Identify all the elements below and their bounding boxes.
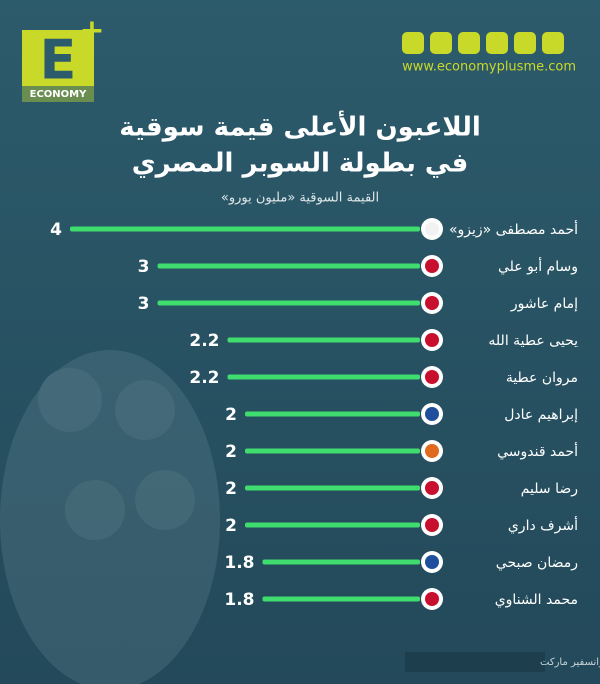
club-badge-inner [425,222,439,236]
bar [245,522,420,528]
value-label: 2.2 [189,368,219,388]
logo-band [22,86,94,102]
subtitle: القيمة السوقية «مليون يورو» [221,191,379,206]
category-label: أحمد قندوسي [497,442,578,460]
club-badge-inner [425,333,439,347]
website: www.economyplusme.com [402,60,576,75]
club-badge-inner [425,481,439,495]
category-label: أحمد مصطفى «زيزو» [449,220,578,238]
value-label: 3 [138,294,150,314]
value-label: 2 [225,405,237,425]
value-label: 2.2 [189,331,219,351]
category-label: مروان عطية [506,370,578,386]
category-label: إبراهيم عادل [504,407,578,423]
value-label: 2 [225,516,237,536]
logo-plus: + [79,14,104,49]
value-label: 1.8 [224,553,254,573]
category-label: وسام أبو علي [498,257,578,275]
category-label: رمضان صبحي [496,555,578,571]
category-label: رضا سليم [521,481,578,497]
logo-name: ECONOMY [30,89,87,100]
logo-letter: E [40,29,77,92]
value-label: 4 [50,220,62,240]
bar [262,596,420,602]
category-label: محمد الشناوي [495,592,578,608]
source-box [405,652,545,672]
bar [227,374,420,380]
bar [70,226,420,232]
value-label: 3 [138,257,150,277]
club-badge-inner [425,296,439,310]
category-label: أشرف داري [508,516,578,534]
category-label: إمام عاشور [510,296,578,312]
title-line: في بطولة السوبر المصري [132,149,469,179]
club-badge-inner [425,259,439,273]
club-badge-inner [425,444,439,458]
category-label: يحيى عطية الله [488,333,578,349]
club-badge-inner [425,592,439,606]
players-photo [0,350,220,684]
bar [157,263,420,269]
bar [245,411,420,417]
club-badge-inner [425,407,439,421]
title-line: اللاعبون الأعلى قيمة سوقية [119,111,481,143]
club-badge-inner [425,518,439,532]
bar [262,559,420,565]
bar [245,485,420,491]
bar [245,448,420,454]
value-label: 2 [225,479,237,499]
source: المصدر: ترانسفير ماركت [540,657,600,668]
value-label: 1.8 [224,590,254,610]
bar [157,300,420,306]
social-icons [402,32,564,54]
club-badge-inner [425,555,439,569]
value-label: 2 [225,442,237,462]
bar [227,337,420,343]
club-badge-inner [425,370,439,384]
